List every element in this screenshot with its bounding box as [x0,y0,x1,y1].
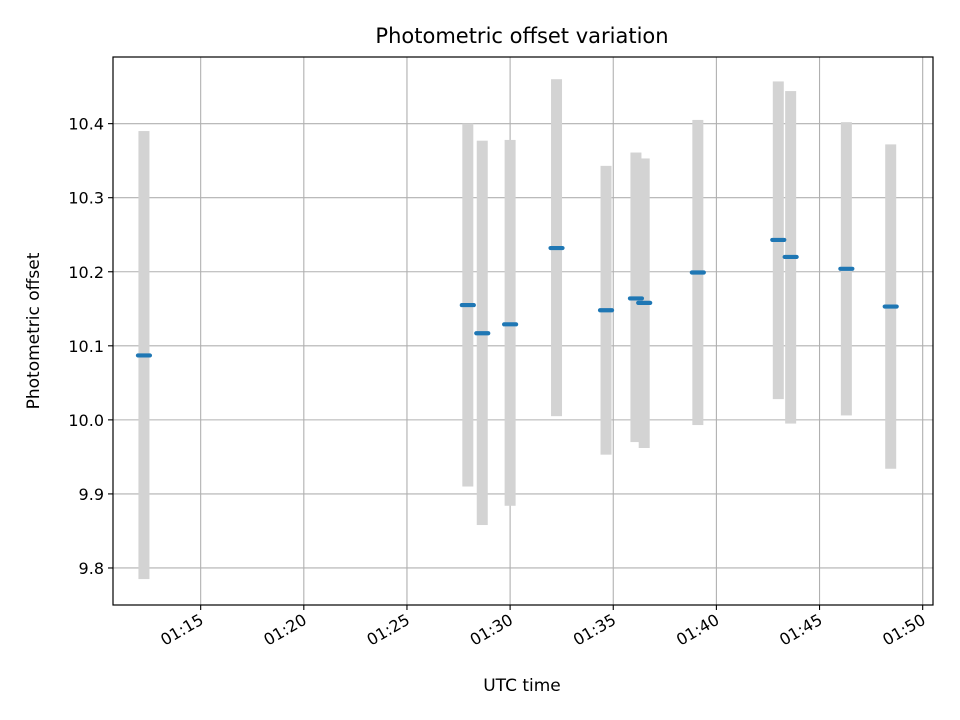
y-tick-label: 9.8 [79,559,104,578]
grid [113,57,933,605]
plot-frame [112,56,934,606]
y-tick-label: 10.4 [68,115,104,134]
x-axis-label: UTC time [483,676,561,696]
x-tick-label: 01:30 [467,610,516,650]
y-axis-label: Photometric offset [24,252,44,409]
x-tick-label: 01:40 [673,610,722,650]
x-tick-label: 01:45 [776,610,825,650]
x-tick-label: 01:25 [364,610,413,650]
y-tick-label: 10.2 [68,263,104,282]
y-tick-label: 10.1 [68,337,104,356]
axis-ticks: 01:15 01:20 01:25 01:30 01:35 01:40 01:45 01:50… [68,115,928,650]
y-tick-label: 10.3 [68,189,104,208]
x-tick-label: 01:50 [879,610,928,650]
error-bars [138,79,897,580]
x-tick-label: 01:35 [570,610,619,650]
x-tick-label: 01:20 [260,610,309,650]
y-tick-label: 9.9 [79,485,104,504]
data-points [135,237,899,358]
chart-title: Photometric offset variation [375,24,668,48]
y-tick-label: 10.0 [68,411,104,430]
x-tick-label: 01:15 [157,610,206,650]
